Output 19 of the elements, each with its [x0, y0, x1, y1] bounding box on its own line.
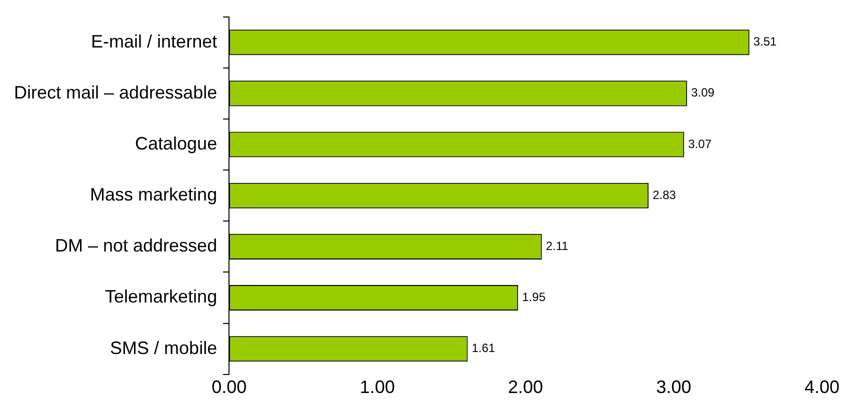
x-tick-label: 0.00	[212, 377, 247, 398]
data-label: 3.07	[688, 136, 712, 151]
x-tick-label: 3.00	[656, 377, 692, 398]
data-label: 2.83	[652, 188, 676, 202]
data-label: 3.09	[691, 86, 715, 100]
y-tick-label: DM – not addressed	[54, 236, 218, 256]
data-label: 2.11	[546, 239, 569, 253]
y-tick-label: Catalogue	[135, 133, 218, 154]
x-tick-label: 2.00	[508, 377, 544, 398]
data-label: 1.95	[522, 290, 546, 304]
data-label: 3.51	[753, 34, 778, 49]
data-label: 1.61	[472, 341, 496, 356]
x-tick-label: 1.00	[360, 377, 395, 398]
y-tick-label: Mass marketing	[90, 184, 218, 205]
y-tick-label: Direct mail – addressable	[14, 82, 218, 102]
x-tick-label: 4.00	[804, 377, 840, 398]
y-tick-label: E-mail / internet	[91, 31, 218, 52]
y-tick-label: Telemarketing	[105, 286, 218, 307]
y-tick-label: SMS / mobile	[110, 338, 218, 358]
